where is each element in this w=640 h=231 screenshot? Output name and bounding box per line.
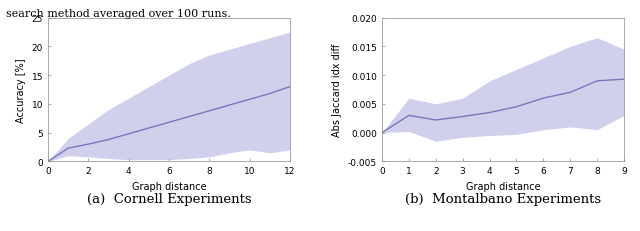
Y-axis label: Abs Jaccard idx diff: Abs Jaccard idx diff	[332, 44, 342, 137]
X-axis label: Graph distance: Graph distance	[466, 181, 540, 191]
Text: (b)  Montalbano Experiments: (b) Montalbano Experiments	[405, 193, 601, 206]
Y-axis label: Accuracy [%]: Accuracy [%]	[16, 58, 26, 122]
Text: (a)  Cornell Experiments: (a) Cornell Experiments	[86, 193, 252, 206]
X-axis label: Graph distance: Graph distance	[132, 181, 206, 191]
Text: search method averaged over 100 runs.: search method averaged over 100 runs.	[6, 9, 231, 19]
